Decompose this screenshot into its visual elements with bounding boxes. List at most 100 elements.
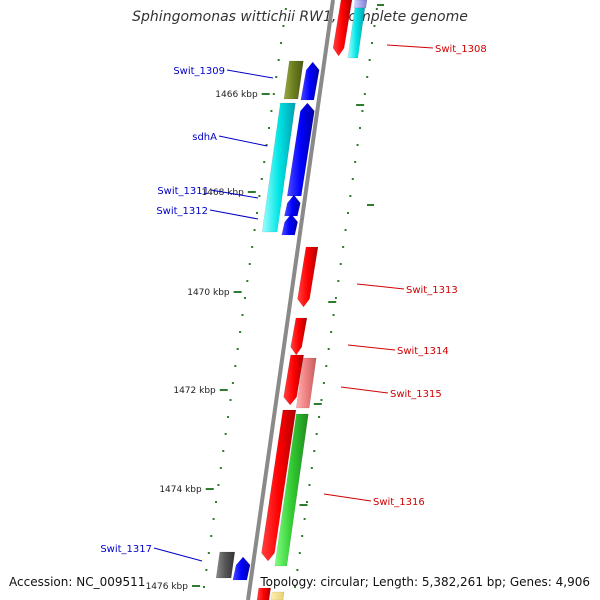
guide-dot bbox=[215, 501, 218, 503]
label-leader-line bbox=[218, 135, 268, 147]
guide-dot bbox=[361, 110, 364, 112]
gene-swit1309 bbox=[300, 61, 320, 101]
guide-dot bbox=[301, 535, 304, 537]
guide-dot bbox=[366, 76, 369, 78]
guide-dot bbox=[330, 331, 333, 333]
guide-dot bbox=[298, 552, 301, 554]
gene-swit1317 bbox=[232, 556, 251, 581]
gene-swit1314 bbox=[290, 317, 308, 356]
gene-swit1312 bbox=[281, 213, 298, 236]
guide-dot bbox=[258, 195, 261, 197]
guide-dot bbox=[265, 144, 268, 146]
guide-dot bbox=[334, 297, 337, 299]
gene-label: Swit_1308 bbox=[435, 44, 487, 55]
guide-dot bbox=[282, 25, 285, 27]
position-ticks: 1466 kbp 1468 kbp 1470 kbp 1472 kbp 1474 kbp… bbox=[146, 4, 384, 592]
gene-features bbox=[215, 0, 368, 600]
guide-dot bbox=[322, 382, 325, 384]
guide-dot bbox=[339, 263, 342, 265]
gene-label: Swit_1315 bbox=[390, 389, 442, 400]
guide-dot bbox=[260, 178, 263, 180]
gene-swit1313 bbox=[297, 246, 319, 308]
guide-dot bbox=[263, 161, 266, 163]
gene-swit1315 bbox=[283, 354, 305, 406]
guide-dot bbox=[351, 178, 354, 180]
gene-swit1311 bbox=[284, 194, 301, 217]
gene-feature-partial bbox=[270, 591, 285, 600]
guide-dot bbox=[313, 450, 316, 452]
backbone bbox=[246, 0, 335, 600]
guide-dot bbox=[344, 229, 347, 231]
gene-label: Swit_1311 bbox=[157, 186, 209, 197]
gene-label: Swit_1316 bbox=[373, 497, 425, 508]
label-leader-line bbox=[340, 386, 389, 394]
label-leader-line bbox=[226, 69, 274, 79]
guide-dot bbox=[234, 365, 237, 367]
guide-dot bbox=[318, 416, 321, 418]
guide-dot bbox=[210, 535, 213, 537]
guide-dot bbox=[325, 365, 328, 367]
label-leader-line bbox=[153, 547, 203, 562]
label-leader-line bbox=[210, 189, 259, 199]
position-tick-label: 1474 kbp bbox=[159, 485, 202, 495]
position-tick-label: 1476 kbp bbox=[146, 582, 189, 592]
guide-dot bbox=[320, 399, 323, 401]
gene-labels: Swit_1308 Swit_1309 sdhA Swit_1311 Swit_1312… bbox=[100, 44, 487, 562]
guide-dot bbox=[229, 399, 232, 401]
guide-dot bbox=[217, 484, 220, 486]
label-leader-line bbox=[347, 344, 396, 351]
guide-dot bbox=[277, 59, 280, 61]
gene-feature-partial bbox=[256, 587, 271, 600]
guide-dot bbox=[253, 229, 256, 231]
position-tick-label: 1472 kbp bbox=[173, 386, 216, 396]
guide-dot bbox=[202, 586, 205, 588]
guide-dot bbox=[332, 314, 335, 316]
guide-dot bbox=[315, 433, 318, 435]
guide-dot bbox=[303, 518, 306, 520]
guide-dot bbox=[368, 59, 371, 61]
guide-dot bbox=[293, 586, 296, 588]
guide-dot bbox=[363, 93, 366, 95]
guide-dot bbox=[280, 42, 283, 44]
guide-dot bbox=[356, 144, 359, 146]
guide-dot bbox=[306, 501, 309, 503]
guide-dot bbox=[337, 280, 340, 282]
grid-dots bbox=[202, 8, 378, 588]
guide-dot bbox=[375, 8, 378, 10]
gene-feature-green bbox=[274, 413, 309, 567]
guide-dot bbox=[251, 246, 254, 248]
guide-dot bbox=[308, 484, 311, 486]
gene-feature-cyan bbox=[261, 102, 296, 233]
position-tick-label: 1468 kbp bbox=[201, 188, 244, 198]
label-leader-line bbox=[356, 283, 405, 290]
label-leader-line bbox=[209, 209, 259, 220]
guide-dot bbox=[270, 110, 273, 112]
map-title: Sphingomonas wittichii RW1, complete gen… bbox=[132, 9, 468, 25]
label-leader-line bbox=[386, 44, 434, 49]
gene-swit1316 bbox=[261, 409, 297, 562]
guide-dot bbox=[373, 25, 376, 27]
guide-dot bbox=[224, 433, 227, 435]
guide-dot bbox=[219, 467, 222, 469]
gene-feature-partial bbox=[353, 0, 368, 9]
guide-dot bbox=[205, 569, 208, 571]
guide-dot bbox=[342, 246, 345, 248]
gene-feature-cyan bbox=[347, 7, 366, 59]
guide-dot bbox=[371, 42, 374, 44]
guide-dot bbox=[236, 348, 239, 350]
guide-dot bbox=[227, 416, 230, 418]
gene-label: Swit_1313 bbox=[406, 285, 458, 296]
gene-feature-gray bbox=[215, 551, 236, 579]
gene-label: Swit_1314 bbox=[397, 346, 449, 357]
guide-dot bbox=[354, 161, 357, 163]
position-tick-label: 1466 kbp bbox=[215, 90, 258, 100]
gene-feature-olive bbox=[283, 60, 304, 100]
genome-summary-text: Topology: circular; Length: 5,382,261 bp… bbox=[260, 575, 590, 589]
guide-dot bbox=[212, 518, 215, 520]
guide-dot bbox=[231, 382, 234, 384]
guide-dot bbox=[268, 127, 271, 129]
guide-dot bbox=[272, 93, 275, 95]
guide-dot bbox=[246, 280, 249, 282]
accession-text: Accession: NC_009511 bbox=[9, 575, 146, 589]
guide-dot bbox=[284, 8, 287, 10]
